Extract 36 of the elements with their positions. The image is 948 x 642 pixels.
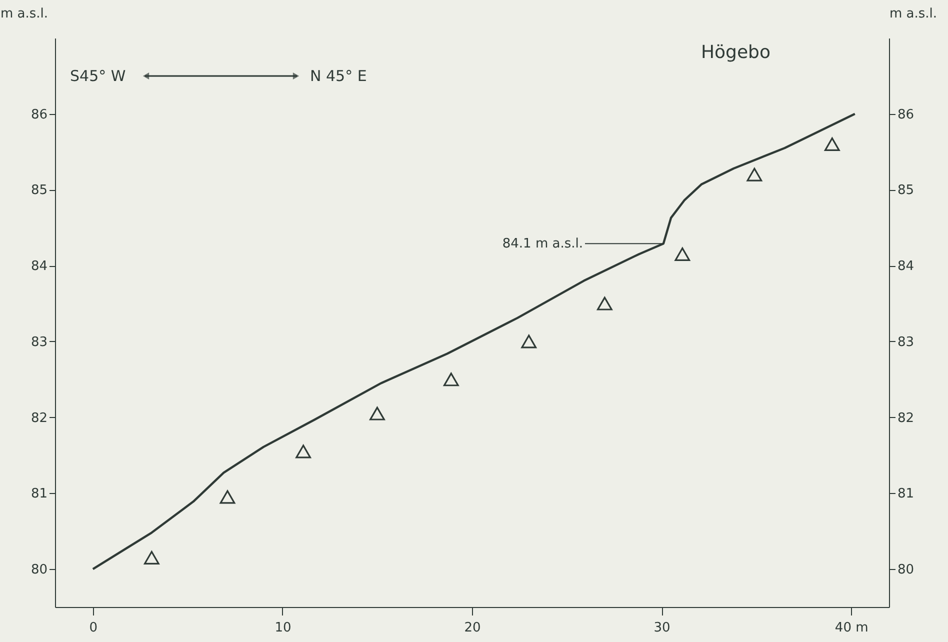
x-tick-label: 10 <box>274 620 292 636</box>
y2-tick-label: 81 <box>898 486 914 502</box>
point <box>370 406 385 420</box>
point <box>220 490 236 504</box>
y-tick-label: 85 <box>30 183 48 198</box>
point <box>674 247 690 261</box>
y2-tick-label: 80 <box>898 562 914 578</box>
point <box>443 372 459 386</box>
y-tick-label: 81 <box>30 486 48 502</box>
point <box>144 550 160 564</box>
point <box>746 168 762 182</box>
annotation: 84.1 m a.s.l. <box>502 236 583 252</box>
y2-tick-label: 83 <box>898 334 914 350</box>
y-axis-title: m a.s.l. <box>0 6 48 22</box>
y-tick-label: 83 <box>30 334 48 350</box>
y-tick-label: 86 <box>30 107 48 122</box>
y2-tick-label: 85 <box>898 183 914 198</box>
x-tick-label: 40 m <box>834 620 868 636</box>
y2-axis-title: m a.s.l. <box>890 6 938 22</box>
x-tick-label: 30 <box>654 620 670 636</box>
y2-tick-label: 84 <box>898 259 914 274</box>
point <box>521 334 537 348</box>
point <box>596 296 612 310</box>
x-tick-label: 20 <box>464 620 481 636</box>
point <box>824 137 840 151</box>
line-series <box>92 112 856 570</box>
point <box>296 444 311 458</box>
y-tick-label: 82 <box>30 410 48 426</box>
y2-tick-label: 82 <box>898 410 914 426</box>
y-tick-label: 84 <box>30 259 48 274</box>
x-tick-label: 0 <box>89 620 98 636</box>
chart-title: Högebo <box>701 42 770 63</box>
y-tick-label: 80 <box>30 562 48 578</box>
annotation: N 45° E <box>310 67 367 85</box>
y2-tick-label: 86 <box>898 107 914 122</box>
annotation: S45° W <box>70 67 126 85</box>
